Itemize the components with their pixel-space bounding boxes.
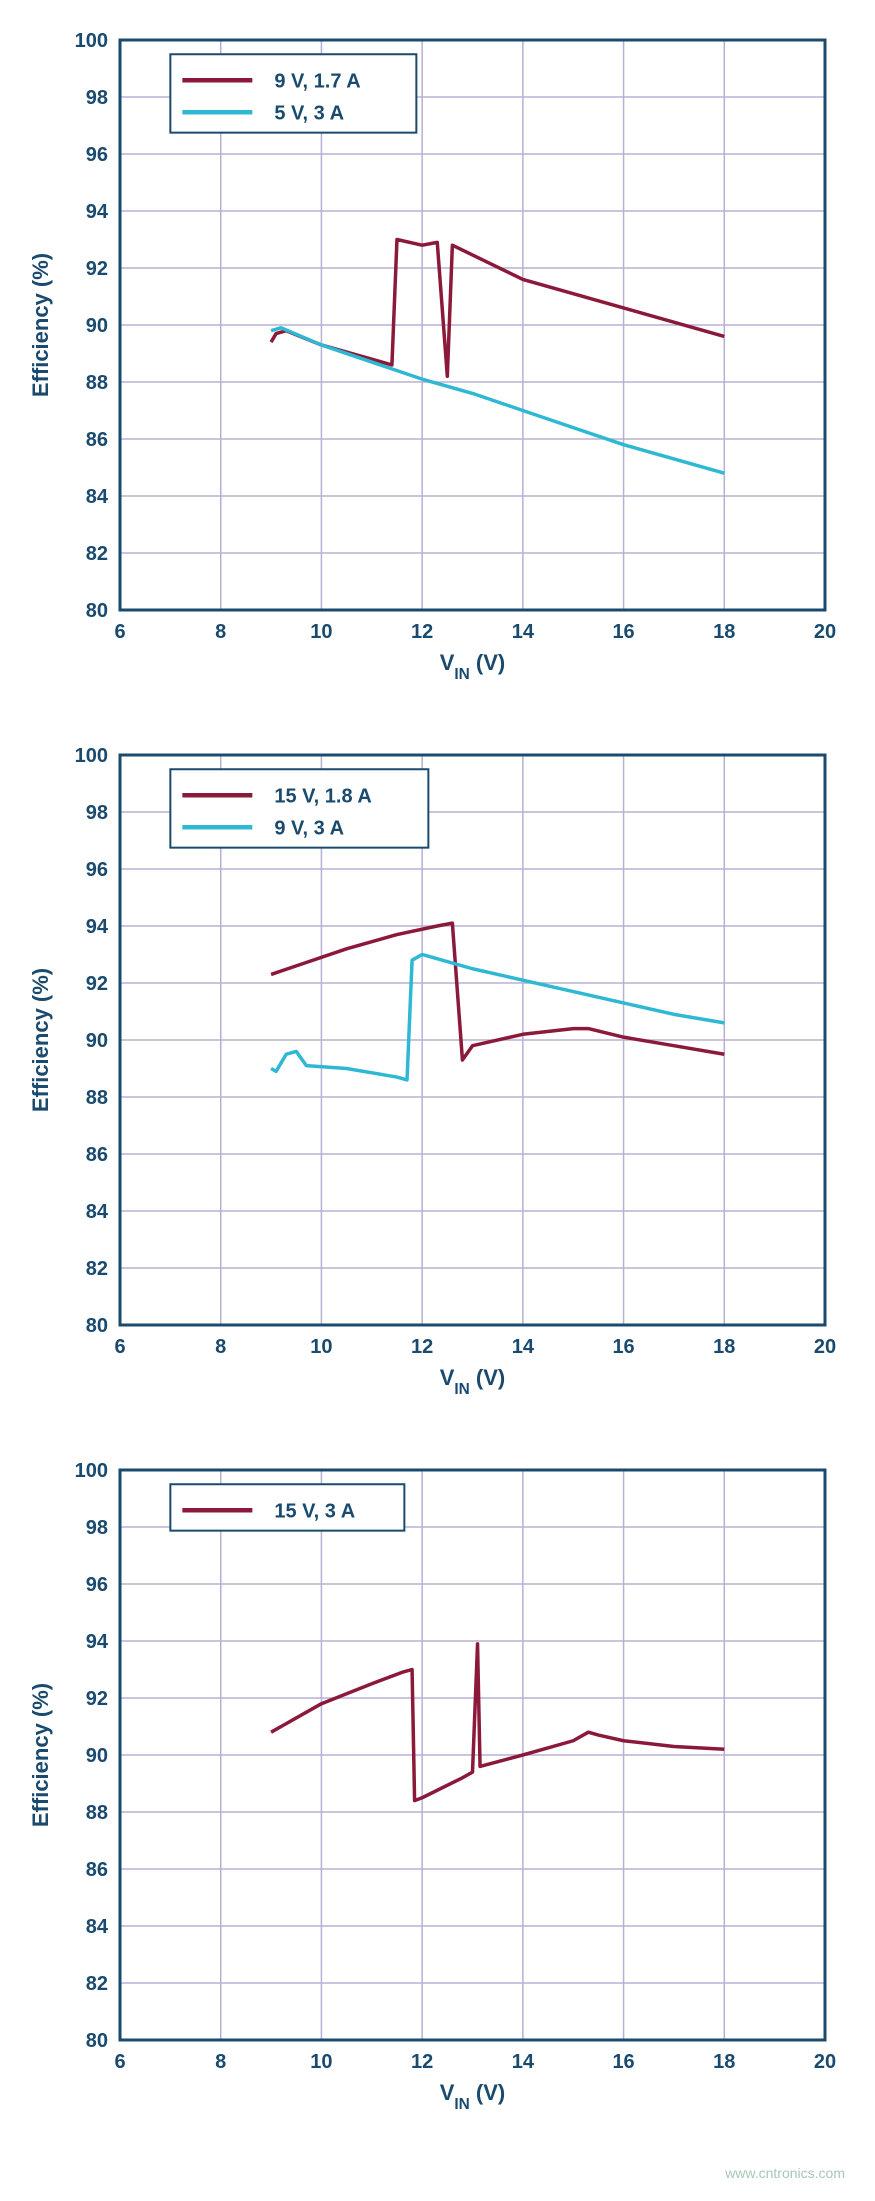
y-tick-label: 90 <box>86 1745 108 1767</box>
y-tick-label: 96 <box>86 1574 108 1596</box>
x-tick-label: 16 <box>612 2051 634 2073</box>
y-tick-label: 94 <box>86 1631 109 1653</box>
x-tick-label: 14 <box>512 1336 535 1358</box>
x-tick-label: 20 <box>814 621 836 643</box>
y-tick-label: 92 <box>86 1688 108 1710</box>
x-tick-label: 6 <box>114 621 125 643</box>
y-tick-label: 100 <box>75 1460 108 1482</box>
x-tick-label: 12 <box>411 621 433 643</box>
legend-label: 5 V, 3 A <box>274 102 344 124</box>
watermark: www.cntronics.com <box>20 2165 855 2181</box>
y-tick-label: 88 <box>86 372 108 394</box>
x-tick-label: 14 <box>512 2051 535 2073</box>
legend-label: 9 V, 1.7 A <box>274 70 360 92</box>
x-tick-label: 16 <box>612 1336 634 1358</box>
x-tick-label: 20 <box>814 1336 836 1358</box>
x-tick-label: 6 <box>114 1336 125 1358</box>
y-tick-label: 82 <box>86 1973 108 1995</box>
y-tick-label: 94 <box>86 916 109 938</box>
x-tick-label: 10 <box>310 621 332 643</box>
legend-label: 15 V, 1.8 A <box>274 785 371 807</box>
x-tick-label: 6 <box>114 2051 125 2073</box>
efficiency-chart-3: 6 8 10 12 14 16 18 20 80 82 84 86 88 90 92 94 96 98 100 VIN… <box>20 1450 855 2120</box>
y-axis-label: Efficiency (%) <box>28 253 53 397</box>
y-tick-label: 98 <box>86 802 108 824</box>
x-tick-label: 18 <box>713 2051 735 2073</box>
efficiency-chart-1: 6 8 10 12 14 16 18 20 80 82 84 86 88 90 92 94 96 98 100 VIN… <box>20 20 855 690</box>
x-axis-label: VIN (V) <box>440 650 506 683</box>
legend-label: 9 V, 3 A <box>274 817 344 839</box>
chart-panel-3: 6 8 10 12 14 16 18 20 80 82 84 86 88 90 92 94 96 98 100 VIN… <box>20 1450 855 2125</box>
x-tick-label: 14 <box>512 621 535 643</box>
y-tick-label: 84 <box>86 1916 109 1938</box>
y-tick-label: 100 <box>75 30 108 52</box>
x-tick-label: 10 <box>310 2051 332 2073</box>
y-tick-label: 86 <box>86 1144 108 1166</box>
chart-panel-1: 6 8 10 12 14 16 18 20 80 82 84 86 88 90 92 94 96 98 100 VIN… <box>20 20 855 695</box>
y-tick-label: 82 <box>86 543 108 565</box>
y-tick-label: 90 <box>86 315 108 337</box>
y-tick-label: 84 <box>86 1201 109 1223</box>
y-tick-label: 96 <box>86 859 108 881</box>
y-tick-label: 80 <box>86 2030 108 2052</box>
x-tick-label: 18 <box>713 621 735 643</box>
x-tick-label: 20 <box>814 2051 836 2073</box>
x-tick-label: 8 <box>215 2051 226 2073</box>
x-axis-label: VIN (V) <box>440 2080 506 2113</box>
x-tick-label: 8 <box>215 1336 226 1358</box>
y-tick-label: 98 <box>86 87 108 109</box>
x-tick-label: 18 <box>713 1336 735 1358</box>
x-tick-label: 8 <box>215 621 226 643</box>
x-tick-label: 10 <box>310 1336 332 1358</box>
y-tick-label: 92 <box>86 258 108 280</box>
y-tick-label: 82 <box>86 1258 108 1280</box>
y-tick-label: 90 <box>86 1030 108 1052</box>
x-tick-label: 16 <box>612 621 634 643</box>
y-tick-label: 94 <box>86 201 109 223</box>
efficiency-chart-2: 6 8 10 12 14 16 18 20 80 82 84 86 88 90 92 94 96 98 100 VIN… <box>20 735 855 1405</box>
y-tick-label: 84 <box>86 486 109 508</box>
chart-panel-2: 6 8 10 12 14 16 18 20 80 82 84 86 88 90 92 94 96 98 100 VIN… <box>20 735 855 1410</box>
x-tick-label: 12 <box>411 2051 433 2073</box>
y-tick-label: 86 <box>86 1859 108 1881</box>
y-tick-label: 98 <box>86 1517 108 1539</box>
x-tick-label: 12 <box>411 1336 433 1358</box>
legend-label: 15 V, 3 A <box>274 1500 355 1522</box>
y-tick-label: 88 <box>86 1087 108 1109</box>
y-axis-label: Efficiency (%) <box>28 1683 53 1827</box>
y-tick-label: 80 <box>86 1315 108 1337</box>
x-axis-label: VIN (V) <box>440 1365 506 1398</box>
y-tick-label: 96 <box>86 144 108 166</box>
y-axis-label: Efficiency (%) <box>28 968 53 1112</box>
y-tick-label: 80 <box>86 600 108 622</box>
y-tick-label: 88 <box>86 1802 108 1824</box>
y-tick-label: 100 <box>75 745 108 767</box>
y-tick-label: 86 <box>86 429 108 451</box>
y-tick-label: 92 <box>86 973 108 995</box>
